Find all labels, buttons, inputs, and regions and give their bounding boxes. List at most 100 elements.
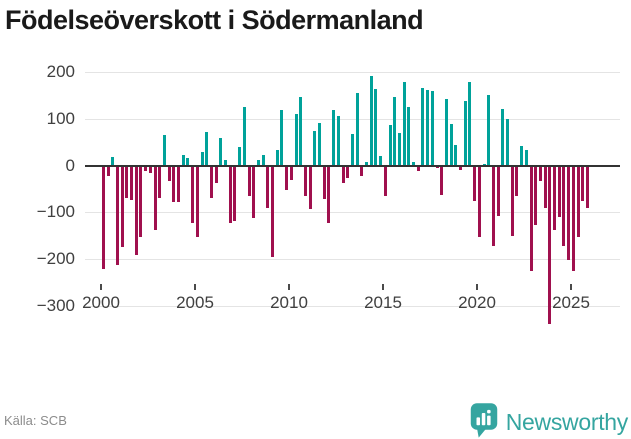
bar-2009Q4 bbox=[285, 166, 289, 191]
bar-2013Q4 bbox=[360, 166, 364, 176]
gridline bbox=[85, 212, 620, 214]
x-tick-mark bbox=[288, 284, 290, 290]
bar-2023Q2 bbox=[538, 166, 542, 181]
bar-2018Q1 bbox=[440, 166, 444, 195]
bar-2018Q2 bbox=[444, 98, 448, 166]
bar-2007Q3 bbox=[242, 107, 246, 166]
y-tick-label: −200 bbox=[36, 248, 75, 268]
y-tick-label: 200 bbox=[46, 62, 75, 82]
bar-2006Q3 bbox=[224, 160, 228, 166]
x-tick-mark bbox=[476, 284, 478, 290]
bar-2022Q3 bbox=[524, 149, 528, 166]
bar-2019Q2 bbox=[463, 100, 467, 166]
x-tick-label: 2020 bbox=[458, 293, 496, 312]
bar-2013Q1 bbox=[346, 166, 350, 179]
x-tick-mark bbox=[570, 284, 572, 290]
bar-2007Q1 bbox=[233, 166, 237, 221]
bar-2016Q1 bbox=[402, 82, 406, 166]
bar-2002Q3 bbox=[148, 166, 152, 174]
bar-2014Q2 bbox=[369, 76, 373, 166]
bar-2003Q1 bbox=[158, 166, 162, 198]
bar-2004Q2 bbox=[181, 155, 185, 166]
x-tick-label: 2000 bbox=[82, 293, 120, 312]
bar-2020Q4 bbox=[491, 166, 495, 246]
bar-2023Q4 bbox=[548, 166, 552, 324]
chart-title: Födelseöverskott i Södermanland bbox=[5, 5, 424, 35]
bar-2015Q4 bbox=[397, 132, 401, 166]
bar-2016Q4 bbox=[416, 166, 420, 172]
bar-2025Q4 bbox=[585, 166, 589, 208]
gridline bbox=[85, 258, 620, 260]
gridline bbox=[85, 72, 620, 74]
bar-2000Q2 bbox=[106, 166, 110, 176]
bar-2022Q1 bbox=[515, 166, 519, 196]
bar-2008Q4 bbox=[266, 166, 270, 209]
bar-2014Q3 bbox=[374, 89, 378, 166]
y-tick-label: 100 bbox=[46, 108, 75, 128]
bar-2000Q4 bbox=[115, 166, 119, 265]
bar-2004Q1 bbox=[177, 166, 181, 202]
bar-2015Q1 bbox=[383, 166, 387, 197]
bar-2007Q4 bbox=[247, 166, 251, 197]
x-tick-mark bbox=[382, 284, 384, 290]
y-tick-label: −100 bbox=[36, 202, 75, 222]
bar-2006Q4 bbox=[228, 166, 232, 223]
bar-2015Q2 bbox=[388, 125, 392, 166]
bar-2025Q1 bbox=[571, 166, 575, 272]
bar-2009Q1 bbox=[271, 166, 275, 257]
bar-2024Q2 bbox=[557, 166, 561, 217]
bar-2003Q2 bbox=[162, 134, 166, 166]
bar-2019Q3 bbox=[468, 82, 472, 166]
bar-2009Q2 bbox=[275, 149, 279, 166]
bar-2014Q1 bbox=[365, 162, 369, 166]
bar-2021Q3 bbox=[506, 119, 510, 166]
bar-2010Q3 bbox=[299, 97, 303, 166]
bar-2017Q1 bbox=[421, 88, 425, 166]
bar-2018Q4 bbox=[454, 144, 458, 166]
bar-2012Q3 bbox=[336, 116, 340, 166]
bar-2003Q3 bbox=[167, 166, 171, 181]
bar-2000Q1 bbox=[101, 166, 105, 270]
bar-2017Q3 bbox=[430, 90, 434, 166]
bar-2001Q2 bbox=[125, 166, 129, 198]
x-tick-mark bbox=[194, 284, 196, 290]
bar-2025Q3 bbox=[581, 166, 585, 202]
bar-2000Q3 bbox=[111, 157, 115, 166]
x-tick-label: 2025 bbox=[552, 293, 590, 312]
newsworthy-logo: Newsworthy bbox=[469, 402, 628, 439]
bar-2009Q3 bbox=[280, 110, 284, 166]
bar-2004Q4 bbox=[191, 166, 195, 223]
bar-2017Q2 bbox=[426, 89, 430, 166]
bar-2011Q1 bbox=[308, 166, 312, 209]
bar-2001Q3 bbox=[130, 166, 134, 200]
source-label: Källa: SCB bbox=[4, 413, 67, 428]
bar-2010Q4 bbox=[303, 166, 307, 197]
bar-2011Q2 bbox=[313, 130, 317, 166]
bar-2007Q2 bbox=[238, 146, 242, 166]
bar-2011Q3 bbox=[318, 122, 322, 166]
bar-2021Q1 bbox=[496, 166, 500, 216]
gridline bbox=[85, 305, 620, 307]
bar-2016Q2 bbox=[407, 107, 411, 166]
bar-2011Q4 bbox=[322, 166, 326, 199]
bar-2004Q3 bbox=[186, 157, 190, 166]
bar-2003Q4 bbox=[172, 166, 176, 202]
bar-2021Q2 bbox=[501, 108, 505, 166]
bar-2015Q3 bbox=[393, 96, 397, 166]
bar-2025Q2 bbox=[576, 166, 580, 238]
bar-2023Q1 bbox=[534, 166, 538, 226]
bar-2008Q2 bbox=[256, 160, 260, 166]
bar-2012Q2 bbox=[332, 109, 336, 166]
bar-2008Q1 bbox=[252, 166, 256, 218]
bar-2006Q1 bbox=[214, 166, 218, 183]
bar-2024Q1 bbox=[553, 166, 557, 230]
bar-2022Q4 bbox=[529, 166, 533, 272]
bar-2022Q2 bbox=[520, 145, 524, 166]
y-tick-label: 0 bbox=[65, 155, 75, 175]
bar-chart-badge-icon bbox=[469, 402, 499, 439]
bar-2006Q2 bbox=[219, 138, 223, 166]
bar-2001Q1 bbox=[120, 166, 124, 247]
bar-2001Q4 bbox=[134, 166, 138, 255]
bar-2020Q3 bbox=[487, 95, 491, 166]
